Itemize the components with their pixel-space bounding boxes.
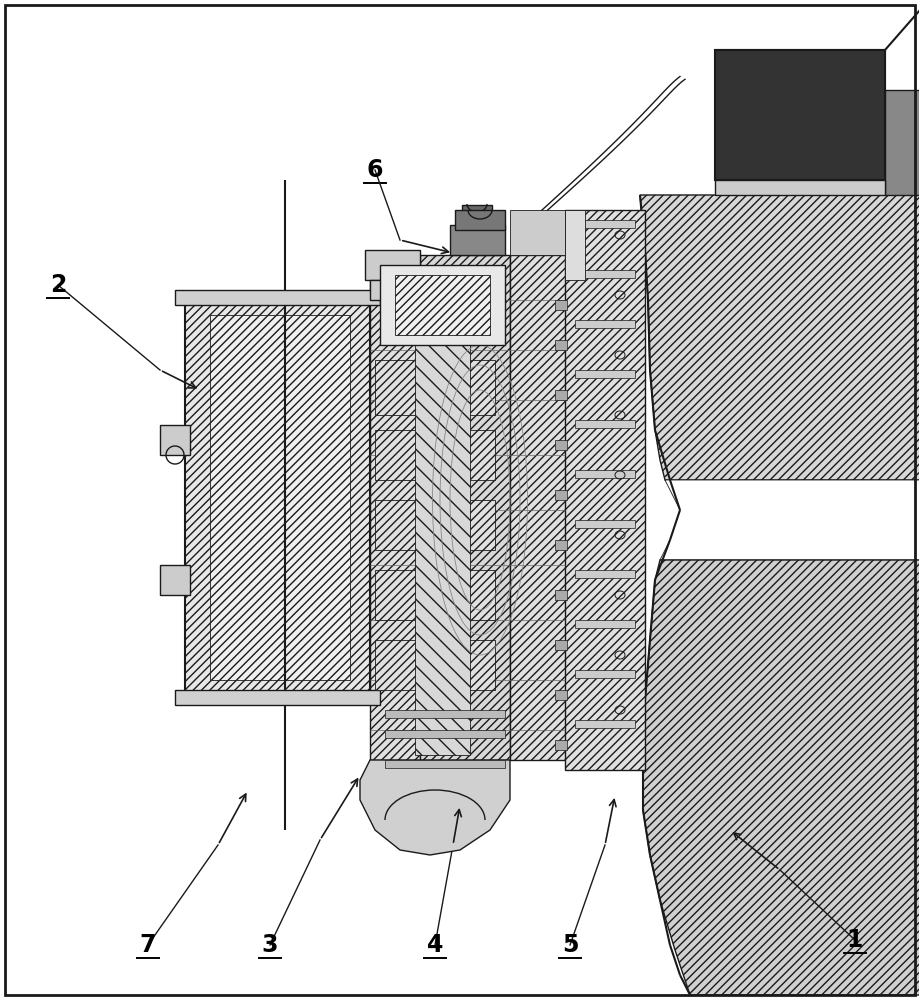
Bar [509,255,570,760]
Polygon shape [420,255,509,760]
Bar [554,740,566,750]
Bar [574,670,634,678]
Bar [394,275,490,335]
Polygon shape [359,760,509,855]
Bar [375,570,494,620]
Bar [554,640,566,650]
Bar [564,210,644,770]
Bar [365,250,420,280]
Bar [574,270,634,278]
Text: 6: 6 [367,158,383,182]
Bar [574,470,634,478]
Bar [384,730,505,738]
Bar [714,50,884,180]
Text: 7: 7 [140,933,156,957]
Bar [554,300,566,310]
Bar [574,220,634,228]
Bar [884,90,919,195]
Bar [554,440,566,450]
Bar [375,500,494,550]
Bar [449,225,505,255]
Text: 2: 2 [50,273,66,297]
Polygon shape [642,560,919,995]
Bar [210,315,349,680]
Bar [554,390,566,400]
Bar [574,620,634,628]
Bar [574,420,634,428]
Text: 4: 4 [426,933,443,957]
Bar [554,340,566,350]
Bar [375,640,494,690]
Bar [384,710,505,718]
Bar [554,540,566,550]
Bar [574,370,634,378]
Polygon shape [659,480,919,560]
Bar [574,570,634,578]
Bar [175,690,380,705]
Bar [380,265,505,345]
Bar [375,360,494,415]
Polygon shape [640,195,919,480]
Bar [175,290,380,305]
Bar [714,180,884,195]
Bar [554,590,566,600]
Bar [574,520,634,528]
Bar [554,690,566,700]
Bar [160,565,190,595]
Bar [369,280,414,300]
Bar [185,300,369,695]
Bar [384,760,505,768]
Polygon shape [369,255,420,760]
Bar [455,210,505,230]
Bar [509,210,564,255]
Bar [414,265,470,755]
Text: 5: 5 [562,933,578,957]
Bar [375,430,494,480]
Bar [461,205,492,227]
Bar [574,320,634,328]
Bar [564,210,584,280]
Bar [554,490,566,500]
Bar [160,425,190,455]
Text: 3: 3 [262,933,278,957]
Bar [574,720,634,728]
Text: 1: 1 [845,928,862,952]
